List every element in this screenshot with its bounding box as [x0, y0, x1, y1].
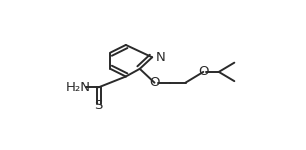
- Text: O: O: [149, 76, 160, 89]
- Text: O: O: [198, 65, 209, 78]
- Text: H₂N: H₂N: [66, 81, 91, 94]
- Text: S: S: [95, 99, 103, 112]
- Text: N: N: [156, 51, 166, 64]
